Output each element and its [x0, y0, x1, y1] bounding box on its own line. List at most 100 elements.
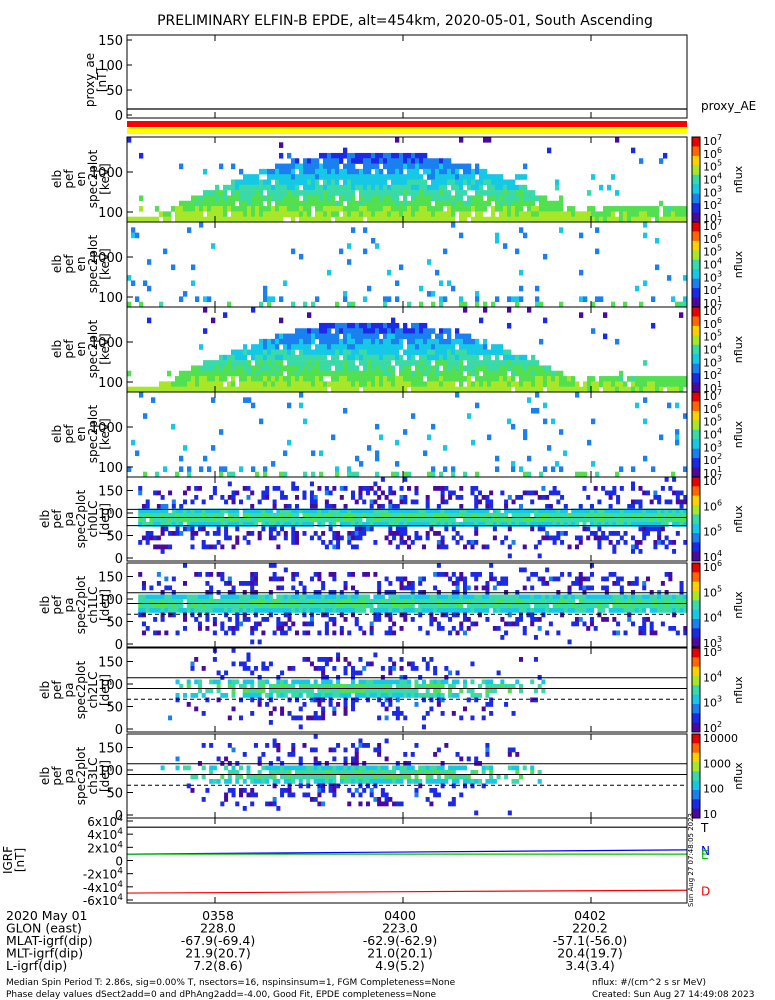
spectrogram-cell — [487, 349, 492, 356]
pitch-cell — [343, 599, 348, 604]
spectrogram-cell — [451, 195, 456, 202]
pitch-cell — [477, 608, 482, 613]
pitch-cell — [365, 599, 370, 604]
pitch-cell — [552, 535, 557, 541]
pitch-cell — [657, 608, 662, 613]
spectrogram-ytick-label: 1000 — [90, 336, 123, 351]
pitch-cell — [526, 576, 531, 582]
pitch-cell — [563, 594, 568, 600]
pitch-frame-1 — [126, 562, 688, 648]
pitch-cell — [220, 693, 225, 698]
spectrogram-cell — [387, 211, 392, 217]
spectrogram-cell — [295, 354, 300, 361]
pitch-cell — [403, 684, 408, 689]
spectrogram-cell — [239, 365, 244, 372]
spectrogram-cell — [403, 386, 408, 393]
spectrogram-cell — [459, 370, 464, 377]
pitch-cell — [470, 679, 475, 685]
spectrogram-cell — [487, 216, 492, 223]
spectrogram-cell — [275, 333, 280, 340]
spectrogram-cell — [287, 376, 292, 382]
spectrogram-cell — [127, 301, 132, 308]
pitch-cell — [339, 626, 344, 631]
pitch-cell — [492, 585, 497, 591]
spectrogram-cell — [263, 354, 268, 361]
spectrogram-cell — [175, 381, 180, 387]
spectrogram-cell — [411, 386, 416, 393]
spectrogram-cell — [275, 386, 280, 393]
spectrogram-cell — [483, 190, 488, 196]
pitch-cell — [309, 517, 314, 523]
pitch-cell — [268, 661, 273, 667]
spectrogram-cell — [323, 152, 328, 159]
pitch-cell — [459, 535, 464, 541]
spectrogram-cell — [219, 386, 224, 393]
spectrogram-cell — [547, 211, 552, 217]
spectrogram-cell — [463, 471, 468, 478]
spectrogram-cell — [595, 211, 600, 217]
spectrogram-cell — [459, 354, 464, 361]
pitch-cell — [451, 626, 456, 631]
pitch-cell — [545, 567, 550, 573]
pitch-cell — [522, 522, 527, 527]
spectrogram-cell — [519, 365, 524, 372]
pitch-cell — [227, 481, 232, 487]
spectrogram-cell — [499, 365, 504, 372]
pitch-cell — [571, 522, 576, 527]
pitch-cell — [160, 526, 165, 532]
pitch-cell — [414, 684, 419, 689]
pitch-cell — [631, 549, 636, 554]
spectrogram-cell — [411, 349, 416, 356]
pitch-cell — [448, 576, 453, 582]
spectrogram-cell — [587, 376, 592, 382]
pitch-cell — [250, 490, 255, 496]
pitch-cell — [347, 522, 352, 527]
spectrogram-cell — [319, 206, 324, 212]
pitch-cell — [339, 608, 344, 613]
pitch-cell — [280, 513, 285, 518]
pitch-cell — [444, 599, 449, 604]
pitch-cell — [608, 513, 613, 518]
pitch-cell — [309, 603, 314, 609]
spectrogram-cell — [159, 211, 164, 217]
spectrogram-cell — [459, 211, 464, 217]
pitch-cell — [425, 684, 430, 689]
spectrogram-cell — [207, 360, 212, 366]
spectrogram-cell — [567, 206, 572, 212]
pitch-cell — [287, 688, 292, 694]
pitch-cell — [216, 513, 221, 518]
pitch-cell — [373, 612, 378, 618]
spectrogram-cell — [519, 216, 524, 223]
spectrogram-cell — [547, 216, 552, 223]
pitch-cell — [459, 603, 464, 609]
pitch-cell — [414, 486, 419, 491]
pitch-cell — [485, 544, 490, 550]
pitch-cell — [556, 490, 561, 496]
spectrogram-cell — [351, 349, 356, 356]
pitch-cell — [205, 617, 210, 622]
pitch-cell — [156, 608, 161, 613]
spectrogram-cell — [419, 285, 424, 292]
pitch-cell — [433, 486, 438, 491]
pitch-cell — [504, 581, 509, 586]
colorbar-tick-label: 102 — [703, 452, 722, 467]
pitch-cell — [141, 599, 146, 604]
pitch-cell — [448, 608, 453, 613]
spectrogram-cell — [371, 152, 376, 159]
pitch-cell — [227, 581, 232, 586]
spectrogram-cell — [491, 195, 496, 202]
pitch-cell — [604, 599, 609, 604]
pitch-cell — [328, 693, 333, 698]
spectrogram-cell — [251, 195, 256, 202]
spectrogram-cell — [267, 338, 272, 345]
pitch-cell — [399, 486, 404, 491]
pitch-cell — [410, 617, 415, 622]
pitch-cell — [369, 621, 374, 627]
pitch-cell — [343, 711, 348, 716]
spectrogram-cell — [299, 190, 304, 196]
spectrogram-cell — [367, 381, 372, 387]
pitch-cell — [530, 599, 535, 604]
pitch-cell — [216, 540, 221, 545]
spectrogram-cell — [463, 365, 468, 372]
pitch-cell — [332, 630, 337, 636]
